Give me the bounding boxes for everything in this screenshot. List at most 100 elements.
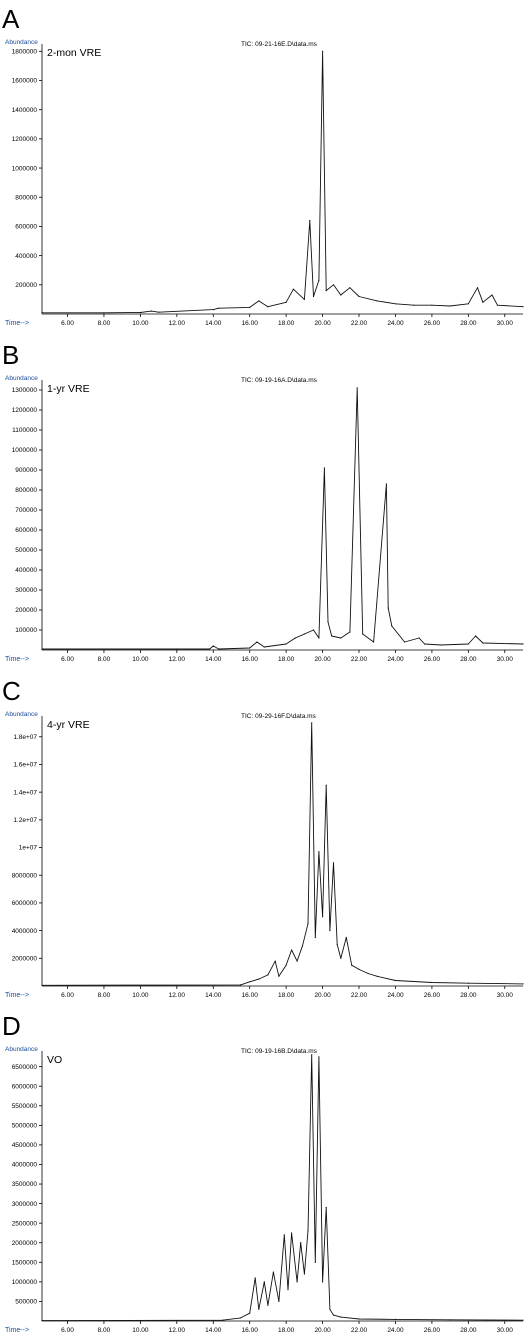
data-point xyxy=(240,984,242,986)
x-tick-label: 20.00 xyxy=(314,656,331,663)
data-point xyxy=(467,303,469,305)
y-tick-label: 5000000 xyxy=(12,1123,38,1130)
y-tick-label: 6000000 xyxy=(12,1083,38,1090)
x-tick-label: 8.00 xyxy=(98,1327,111,1334)
data-point xyxy=(267,1304,269,1306)
data-point xyxy=(318,851,320,853)
data-point xyxy=(431,304,433,306)
data-point xyxy=(385,483,387,485)
data-point xyxy=(325,784,327,786)
y-tick-label: 500000 xyxy=(15,1299,37,1306)
data-point xyxy=(307,1230,309,1232)
data-point xyxy=(249,647,251,649)
x-tick-label: 26.00 xyxy=(424,1327,441,1334)
y-tick-label: 700000 xyxy=(15,507,37,514)
x-tick-label: 6.00 xyxy=(61,320,74,327)
chart-panel-c: C Abundance TIC: 09-29-16F.D\data.ms 4-yr V… xyxy=(2,676,524,999)
y-tick-label: 4000000 xyxy=(12,1162,38,1169)
data-point xyxy=(139,311,141,314)
data-point xyxy=(292,288,294,290)
x-tick-label: 30.00 xyxy=(497,1327,514,1334)
y-tick-label: 800000 xyxy=(15,194,37,201)
y-tick-label: 1500000 xyxy=(12,1260,38,1267)
x-tick-label: 18.00 xyxy=(278,320,295,327)
data-point xyxy=(345,936,347,939)
data-point xyxy=(325,290,327,292)
y-tick-label: 1.4e+07 xyxy=(13,789,37,796)
data-point xyxy=(327,621,329,623)
data-point xyxy=(322,916,324,918)
sample-label: 4-yr VRE xyxy=(47,719,90,731)
x-tick-label: 16.00 xyxy=(242,656,259,663)
data-point xyxy=(309,220,311,222)
y-tick-label: 400000 xyxy=(15,567,37,574)
x-tick-label: 12.00 xyxy=(169,992,186,999)
data-point xyxy=(323,467,325,469)
data-point xyxy=(256,641,258,643)
data-point xyxy=(358,968,360,971)
x-tick-label: 28.00 xyxy=(460,320,477,327)
x-tick-label: 22.00 xyxy=(351,992,368,999)
data-point xyxy=(349,287,351,289)
x-tick-label: 14.00 xyxy=(205,320,222,327)
data-point xyxy=(300,1242,302,1244)
data-point xyxy=(312,629,315,631)
x-tick-label: 20.00 xyxy=(314,320,331,327)
x-tick-label: 14.00 xyxy=(205,656,222,663)
data-point xyxy=(496,304,499,306)
data-point xyxy=(312,295,315,298)
y-tick-label: 2500000 xyxy=(12,1220,38,1227)
data-point xyxy=(285,301,287,303)
data-point xyxy=(254,1277,256,1279)
x-tick-label: 6.00 xyxy=(61,992,74,999)
data-point xyxy=(150,310,152,312)
y-tick-label: 400000 xyxy=(15,253,37,260)
y-tick-label: 1000000 xyxy=(12,447,38,454)
x-tick-label: 12.00 xyxy=(169,320,186,327)
y-axis-title: Abundance xyxy=(5,375,38,382)
y-tick-label: 600000 xyxy=(15,224,37,231)
y-tick-label: 1.8e+07 xyxy=(13,734,37,741)
x-tick-label: 14.00 xyxy=(205,1327,222,1334)
x-tick-label: 6.00 xyxy=(61,656,74,663)
x-tick-label: 24.00 xyxy=(387,992,404,999)
x-tick-label: 10.00 xyxy=(132,320,149,327)
tic-label: TIC: 09-19-16B.D\data.ms xyxy=(241,1048,318,1055)
y-tick-label: 500000 xyxy=(15,547,37,554)
panel-letter: B xyxy=(2,340,19,370)
y-tick-label: 4000000 xyxy=(12,928,38,935)
x-tick-label: 14.00 xyxy=(205,992,222,999)
data-point xyxy=(278,975,280,977)
data-point xyxy=(267,306,269,308)
data-point xyxy=(296,960,298,962)
data-point xyxy=(449,305,451,307)
data-point xyxy=(283,1234,285,1236)
y-tick-label: 1800000 xyxy=(12,48,38,55)
data-point xyxy=(329,1308,331,1310)
y-tick-label: 1e+07 xyxy=(19,845,38,852)
x-tick-label: 8.00 xyxy=(98,656,111,663)
x-axis-title: Time--> xyxy=(5,992,29,999)
data-point xyxy=(491,294,493,296)
data-point xyxy=(475,635,477,637)
data-point xyxy=(103,312,105,314)
data-point xyxy=(522,1319,524,1321)
x-axis-title: Time--> xyxy=(5,1327,29,1334)
data-point xyxy=(522,643,524,645)
data-point xyxy=(431,981,433,984)
data-point xyxy=(249,306,251,308)
y-tick-label: 1300000 xyxy=(12,387,38,394)
data-point xyxy=(336,943,338,946)
data-point xyxy=(258,1308,260,1310)
data-point xyxy=(467,643,469,645)
data-point xyxy=(291,949,293,951)
data-point xyxy=(311,722,313,724)
data-point xyxy=(274,960,276,962)
y-tick-label: 8000000 xyxy=(12,872,38,879)
y-tick-label: 600000 xyxy=(15,527,37,534)
x-tick-label: 20.00 xyxy=(314,1327,331,1334)
y-tick-label: 2000000 xyxy=(12,956,38,963)
data-point xyxy=(351,964,353,966)
chart-panel-a: A Abundance TIC: 09-21-16E.D\data.ms 2-mon … xyxy=(2,4,524,327)
y-tick-label: 300000 xyxy=(15,587,37,594)
